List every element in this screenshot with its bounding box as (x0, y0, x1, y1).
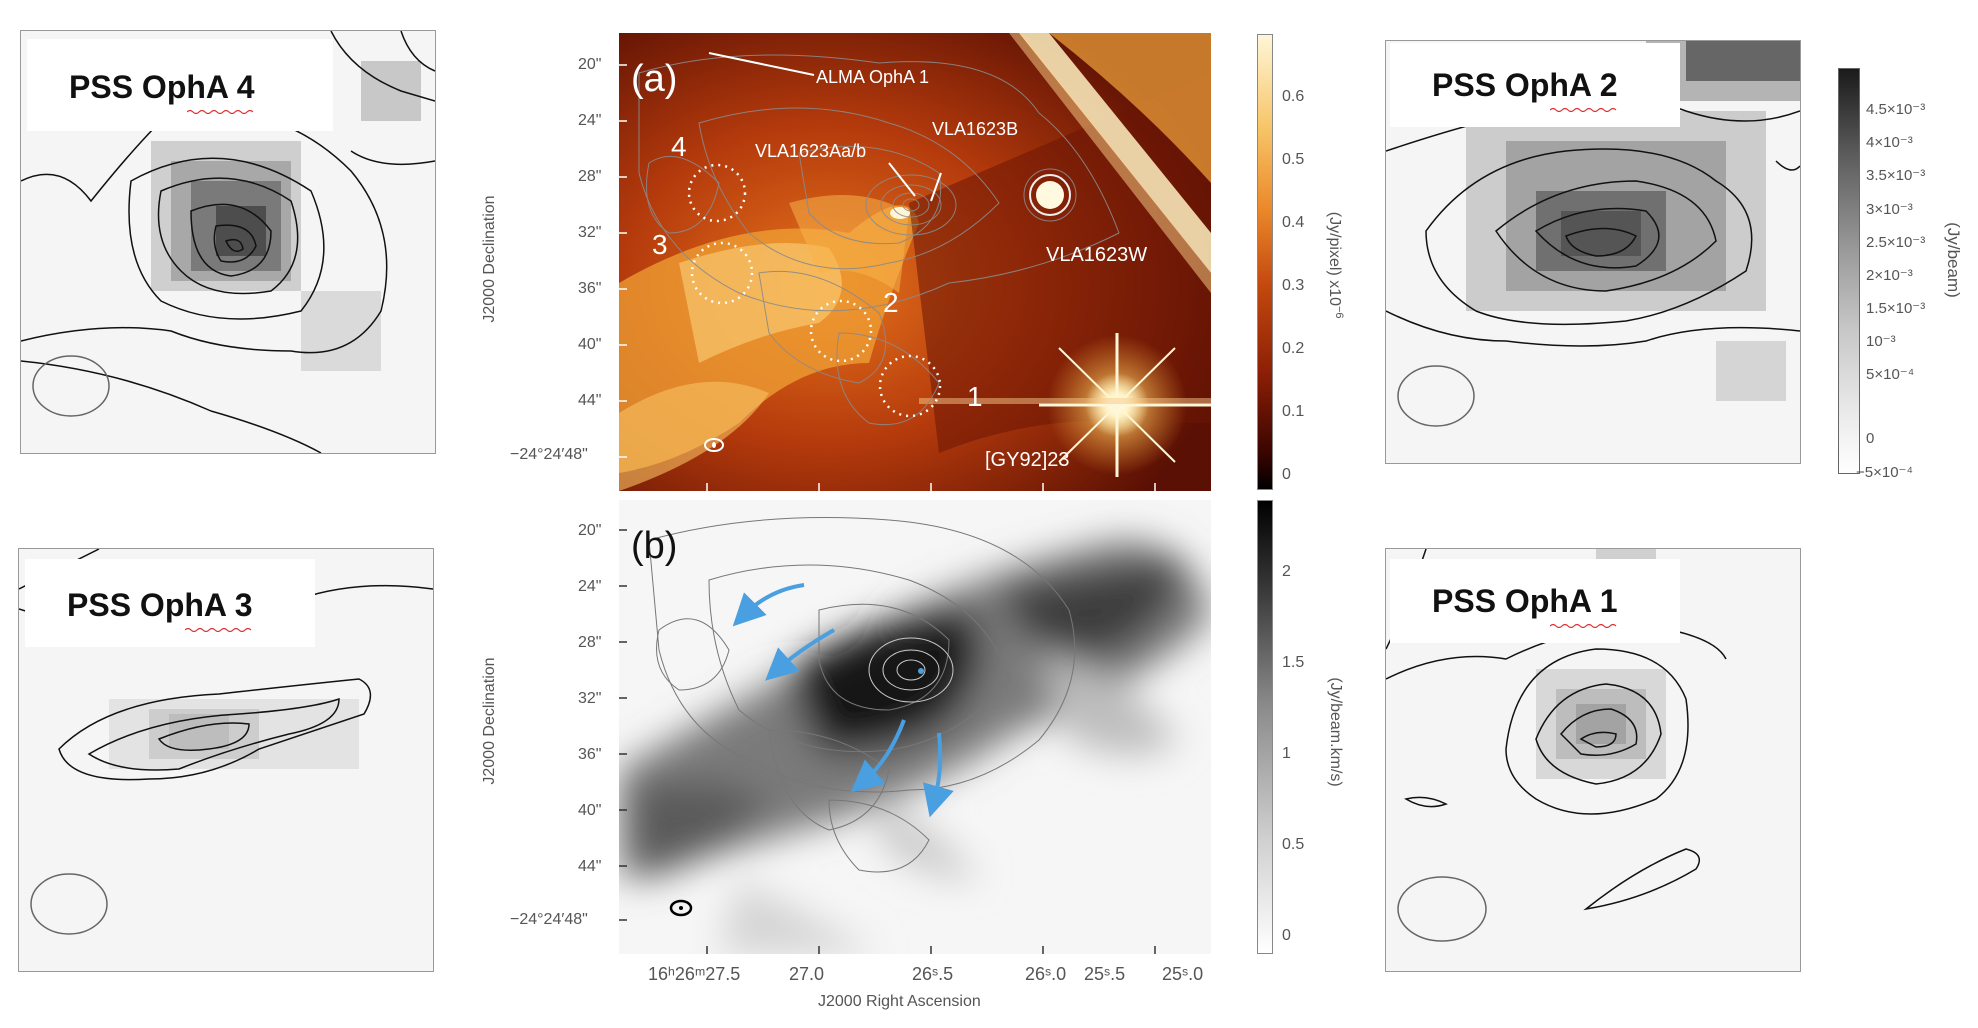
dec-tick: −24°24′48" (510, 911, 588, 928)
gray-colorbar-tick: 3×10⁻³ (1866, 201, 1913, 218)
colorbar-b-tick: 0 (1282, 927, 1291, 944)
y-axis-label-a: J2000 Declination (481, 195, 498, 323)
inset-opha4-title: PSS OphA 4 (69, 69, 255, 105)
dec-tick: 40" (578, 336, 602, 353)
panel-a-label: (a) (631, 58, 677, 100)
outflow-arrow-4 (922, 732, 954, 818)
dec-tick: −24°24′48" (510, 446, 588, 463)
ra-tick: 16ʰ26ᵐ27.5 (648, 964, 741, 984)
colorbar-a-tick: 0.2 (1282, 340, 1305, 357)
colorbar-a-tick: 0.4 (1282, 214, 1305, 231)
colorbar-a-unit: (Jy/pixel) x10 (1325, 211, 1343, 307)
dec-tick: 20" (578, 56, 602, 73)
ra-tick: 26ˢ.5 (912, 964, 954, 984)
outflow-arrow-1 (732, 583, 805, 627)
colorbar-b-tick: 0.5 (1282, 836, 1305, 853)
spellcheck-underline (185, 627, 252, 632)
inset-opha2-title-box: PSS OphA 2 (1390, 43, 1680, 127)
inset-opha2-map (1386, 41, 1800, 427)
inset-opha2-title: PSS OphA 2 (1432, 67, 1618, 103)
inset-opha4-map (21, 31, 435, 453)
ra-tick: 25ˢ.0 (1162, 964, 1204, 984)
y-axis-label-b: J2000 Declination (481, 657, 498, 785)
colorbar-b-tick: 1.5 (1282, 654, 1305, 671)
panel-a: (a) ALMA OphA 1 VLA1623Aa/b VLA1623B VLA… (619, 33, 1211, 491)
annotation-alma-opha1: ALMA OphA 1 (816, 67, 929, 87)
colorbar-a-tick: 0.6 (1282, 88, 1305, 105)
inset-opha2: PSS OphA 2 (1385, 40, 1801, 464)
ra-tick: 25ˢ.5 (1084, 964, 1126, 984)
inset-opha3-title: PSS OphA 3 (67, 587, 253, 623)
gray-colorbar-tick: 10⁻³ (1866, 333, 1896, 350)
gray-colorbar-tick: 2.5×10⁻³ (1866, 234, 1926, 251)
colorbar-a-tick: 0.5 (1282, 151, 1305, 168)
outflow-arrow-2 (765, 628, 835, 681)
panel-b: (b) (619, 500, 1211, 954)
ra-tick: 26ˢ.0 (1025, 964, 1067, 984)
annotation-gy92-23: [GY92]23 (985, 449, 1070, 471)
label-source-4: 4 (671, 131, 687, 162)
inset-opha1: PSS OphA 1 (1385, 548, 1801, 972)
colorbar-b-title: (Jy/beam.km/s) (1327, 677, 1344, 787)
inset-opha4: PSS OphA 4 (20, 30, 436, 454)
gray-colorbar-tick: 4.5×10⁻³ (1866, 101, 1926, 118)
gray-colorbar-tick: 3.5×10⁻³ (1866, 167, 1926, 184)
annotation-vla1623w: VLA1623W (1046, 244, 1147, 266)
dec-tick: 24" (578, 578, 602, 595)
dec-tick: 32" (578, 224, 602, 241)
ra-tick: 27.0 (789, 964, 825, 984)
annotation-vla1623aab: VLA1623Aa/b (755, 141, 866, 161)
inset-opha3: PSS OphA 3 (18, 548, 434, 972)
inset-opha3-title-box: PSS OphA 3 (25, 559, 315, 647)
colorbar-b-tick: 1 (1282, 745, 1291, 762)
gray-colorbar-tick: 5×10⁻⁴ (1866, 366, 1915, 383)
gray-colorbar-tick: 0 (1866, 430, 1875, 447)
panel-a-image: (a) ALMA OphA 1 VLA1623Aa/b VLA1623B VLA… (619, 33, 1211, 491)
panel-b-image: (b) (619, 500, 1211, 954)
dec-tick: 44" (578, 858, 602, 875)
colorbar-a-tick: 0.1 (1282, 403, 1305, 420)
dec-tick: 36" (578, 746, 602, 763)
panel-b-label: (b) (631, 525, 677, 567)
label-source-3: 3 (652, 229, 668, 260)
colorbar-b-tick: 2 (1282, 563, 1291, 580)
colorbar-a (1257, 34, 1273, 490)
outflow-arrow-3 (850, 719, 906, 793)
inset-opha1-title: PSS OphA 1 (1432, 583, 1618, 619)
colorbar-a-tick: 0.3 (1282, 277, 1305, 294)
colorbar-a-tick: 0 (1282, 466, 1291, 483)
gray-colorbar-tick: 1.5×10⁻³ (1866, 300, 1926, 317)
inset-opha4-title-box: PSS OphA 4 (27, 39, 333, 131)
gray-colorbar-tick: −5×10⁻⁴ (1856, 464, 1913, 481)
dec-tick: 28" (578, 634, 602, 651)
spellcheck-underline (1550, 107, 1617, 112)
label-source-1: 1 (967, 381, 983, 412)
colorbar-b (1257, 500, 1273, 954)
x-axis-label: J2000 Right Ascension (818, 993, 981, 1010)
spellcheck-underline (1550, 623, 1617, 628)
dec-tick: 20" (578, 522, 602, 539)
dec-tick: 24" (578, 112, 602, 129)
gray-colorbar-tick: 2×10⁻³ (1866, 267, 1913, 284)
inset-opha1-title-box: PSS OphA 1 (1390, 559, 1680, 643)
dec-tick: 40" (578, 802, 602, 819)
dec-tick: 32" (578, 690, 602, 707)
colorbar-a-exponent: −6 (1333, 306, 1346, 319)
annotation-vla1623b: VLA1623B (932, 119, 1018, 139)
gray-colorbar-tick: 4×10⁻³ (1866, 134, 1913, 151)
gray-colorbar-title: (Jy/beam) (1944, 222, 1963, 298)
gray-colorbar (1838, 68, 1860, 474)
dec-tick: 36" (578, 280, 602, 297)
spellcheck-underline (187, 109, 254, 114)
colorbar-a-title: (Jy/pixel) x10−6 (1325, 195, 1345, 335)
dec-tick: 28" (578, 168, 602, 185)
dec-tick: 44" (578, 392, 602, 409)
label-source-2: 2 (883, 287, 899, 318)
